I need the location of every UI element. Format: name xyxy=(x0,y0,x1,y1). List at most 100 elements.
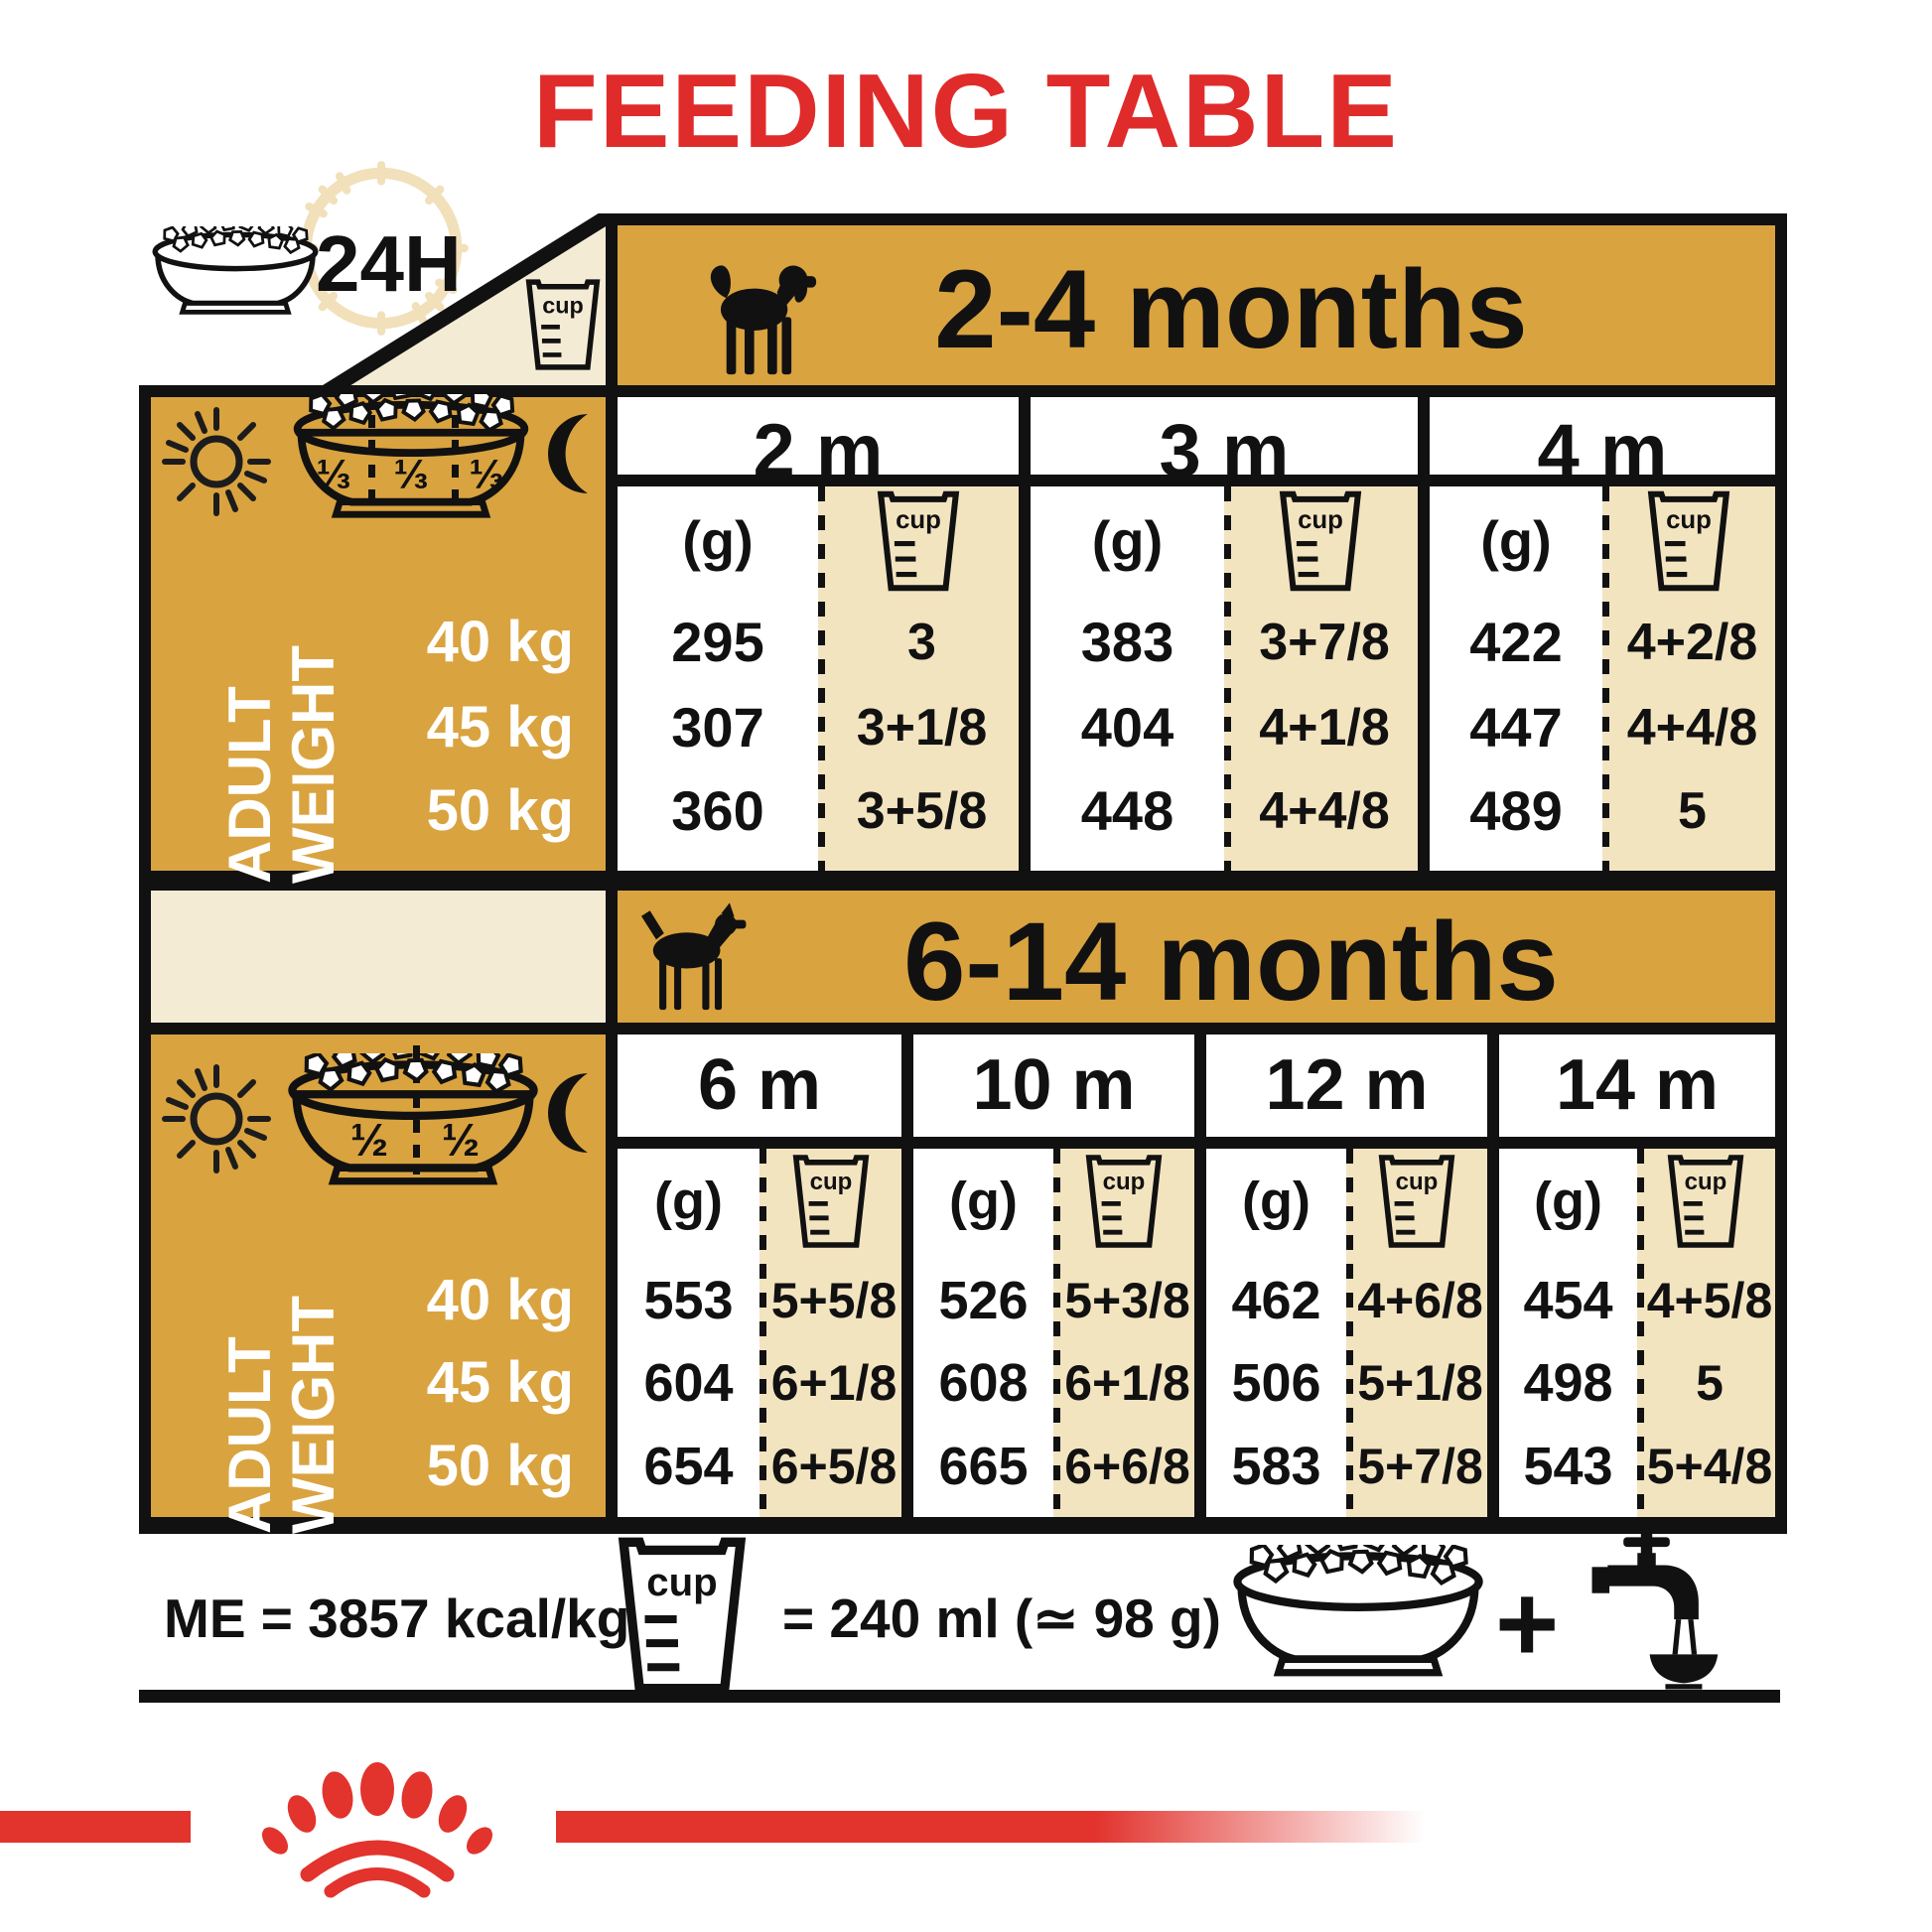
grams-value: 307 xyxy=(671,696,764,759)
cups-value: 5+1/8 xyxy=(1357,1355,1483,1411)
grams-unit-header: (g) xyxy=(1091,509,1164,572)
dotted-divider xyxy=(759,1149,766,1517)
royal-canin-paw-logo xyxy=(226,1759,528,1898)
plus-sign: + xyxy=(1495,1563,1560,1685)
grams-value: 654 xyxy=(643,1437,734,1496)
portion-label: ½ xyxy=(441,1114,481,1166)
weight-row-label: 50 kg xyxy=(426,1434,574,1498)
month-header: 3 m xyxy=(1159,409,1290,493)
grams-unit-header: (g) xyxy=(949,1172,1018,1231)
grams-value: 295 xyxy=(671,611,764,673)
cups-value: 4+4/8 xyxy=(1626,699,1758,757)
moon-icon xyxy=(548,1073,588,1153)
table2-age-header-bg xyxy=(618,891,1775,1023)
grams-value: 553 xyxy=(643,1271,734,1330)
brand-band-right xyxy=(556,1811,1425,1843)
dotted-divider xyxy=(1346,1149,1353,1517)
grams-value: 506 xyxy=(1231,1353,1321,1413)
dotted-divider xyxy=(1224,486,1231,871)
cups-value: 5+3/8 xyxy=(1064,1273,1190,1328)
cups-value: 4+1/8 xyxy=(1259,699,1390,757)
grams-value: 526 xyxy=(938,1271,1029,1330)
adult-weight-label: ADULT WEIGHT xyxy=(216,1296,346,1534)
grams-value: 360 xyxy=(671,779,764,842)
portion-bowl-icon xyxy=(280,1053,546,1188)
sun-icon xyxy=(157,1059,276,1178)
cup-icon xyxy=(791,1153,871,1250)
grams-value: 448 xyxy=(1080,779,1174,842)
cups-value: 6+6/8 xyxy=(1064,1439,1190,1494)
cup-icon-large xyxy=(608,1537,757,1694)
cups-value: 5 xyxy=(1696,1355,1724,1411)
grams-value: 489 xyxy=(1469,779,1563,842)
dotted-divider xyxy=(1637,1149,1644,1517)
table1-age-header: 2-4 months xyxy=(934,247,1528,371)
weight-row-label: 40 kg xyxy=(426,1268,574,1332)
me-kcal-label: ME = 3857 kcal/kg xyxy=(164,1587,630,1649)
month-header: 4 m xyxy=(1537,409,1668,493)
cups-value: 3+5/8 xyxy=(856,782,988,840)
24h-label: 24H xyxy=(316,219,462,308)
footer-divider-line xyxy=(139,1690,1780,1703)
grams-unit-header: (g) xyxy=(1480,509,1552,572)
table1-age-header-bg xyxy=(618,225,1775,385)
cups-value: 4+5/8 xyxy=(1646,1273,1773,1328)
grams-unit-header: (g) xyxy=(654,1172,723,1231)
month-header: 6 m xyxy=(697,1045,822,1125)
cup-icon xyxy=(876,489,961,593)
cups-value: 6+5/8 xyxy=(770,1439,897,1494)
cup-equivalence-label: = 240 ml (≃ 98 g) xyxy=(782,1587,1221,1649)
table2-corner-block xyxy=(151,891,606,1023)
dotted-divider xyxy=(1053,1149,1060,1517)
cups-value: 3+1/8 xyxy=(856,699,988,757)
cup-icon xyxy=(524,277,602,372)
brand-band-left xyxy=(0,1811,191,1843)
cups-value: 5+4/8 xyxy=(1646,1439,1773,1494)
grams-value: 383 xyxy=(1080,611,1174,673)
grams-value: 404 xyxy=(1080,696,1174,759)
weight-row-label: 40 kg xyxy=(426,610,574,674)
page-title: FEEDING TABLE xyxy=(532,53,1400,170)
grams-value: 462 xyxy=(1231,1271,1321,1330)
cups-value: 4+4/8 xyxy=(1259,782,1390,840)
weight-row-label: 45 kg xyxy=(426,1350,574,1415)
grams-value: 604 xyxy=(643,1353,734,1413)
portion-label: ⅓ xyxy=(393,451,429,497)
table2-age-header: 6-14 months xyxy=(903,899,1559,1024)
cup-icon xyxy=(1646,489,1731,593)
cups-value: 5+7/8 xyxy=(1357,1439,1483,1494)
dotted-divider xyxy=(818,486,825,871)
cups-value: 3 xyxy=(907,614,936,671)
grams-unit-header: (g) xyxy=(1242,1172,1311,1231)
cups-value: 5 xyxy=(1678,782,1707,840)
water-tap-icon xyxy=(1591,1528,1719,1690)
month-header: 2 m xyxy=(753,409,884,493)
month-header: 14 m xyxy=(1555,1045,1720,1125)
dotted-divider xyxy=(1602,486,1609,871)
grams-value: 447 xyxy=(1469,696,1563,759)
cup-icon xyxy=(1666,1153,1745,1250)
cup-icon xyxy=(1278,489,1363,593)
portion-label: ⅓ xyxy=(316,451,351,497)
grams-value: 454 xyxy=(1523,1271,1613,1330)
cups-value: 6+1/8 xyxy=(1064,1355,1190,1411)
cup-icon xyxy=(1377,1153,1456,1250)
food-bowl-icon xyxy=(1223,1545,1493,1680)
cups-value: 5+5/8 xyxy=(770,1273,897,1328)
weight-row-label: 45 kg xyxy=(426,695,574,759)
grams-value: 498 xyxy=(1523,1353,1613,1413)
cups-value: 6+1/8 xyxy=(770,1355,897,1411)
grams-unit-header: (g) xyxy=(682,509,754,572)
cup-icon xyxy=(1084,1153,1164,1250)
grams-value: 583 xyxy=(1231,1437,1321,1496)
sun-icon xyxy=(157,402,276,521)
moon-icon xyxy=(548,414,588,493)
grams-value: 543 xyxy=(1523,1437,1613,1496)
adult-weight-label: ADULT WEIGHT xyxy=(216,645,346,884)
grams-value: 422 xyxy=(1469,611,1563,673)
portion-label: ⅓ xyxy=(469,451,504,497)
cups-value: 4+6/8 xyxy=(1357,1273,1483,1328)
portion-label: ½ xyxy=(349,1114,389,1166)
weight-row-label: 50 kg xyxy=(426,778,574,843)
